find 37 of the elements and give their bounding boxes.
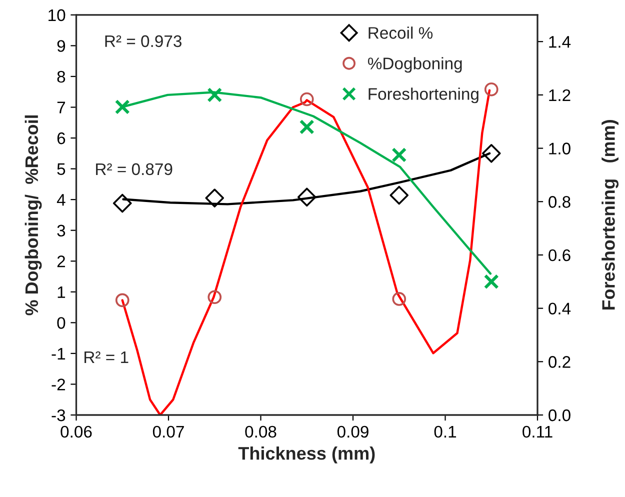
- y-tick-label: -1: [52, 348, 66, 360]
- y-tick-label: 5: [57, 163, 66, 175]
- legend-label: Foreshortening: [368, 88, 478, 104]
- x-tick-label: 0.07: [152, 426, 184, 438]
- y2-tick-label: 0.2: [548, 356, 570, 368]
- x-tick-label: 0.08: [245, 426, 276, 438]
- x-tick-label: 0.09: [337, 426, 368, 438]
- y-tick-label: 9: [57, 40, 66, 52]
- y-tick-label: 0: [57, 317, 66, 329]
- x-axis-title: Thickness (mm): [238, 446, 375, 464]
- y2-tick-label: 1.0: [549, 142, 570, 154]
- y-tick-label: 4: [56, 194, 66, 206]
- y2-tick-label: 1.4: [549, 36, 571, 48]
- y2-axis-title: Foreshortening (mm): [602, 120, 619, 310]
- x-tick-label: 0.1: [434, 426, 456, 438]
- x-tick-label: 0.11: [522, 426, 552, 438]
- y-tick-label: -3: [52, 409, 66, 422]
- y2-tick-label: 0.4: [548, 302, 571, 315]
- y-tick-label: 1: [58, 286, 66, 298]
- y-tick-label: -2: [52, 378, 65, 390]
- legend-label: Recoil %: [368, 26, 433, 39]
- x-tick-label: 0.06: [60, 426, 92, 438]
- y-axis-title: % Dogboning/ %Recoil: [24, 115, 42, 316]
- annotation: R² = 0.973: [105, 35, 182, 48]
- y2-tick-label: 0.8: [548, 196, 570, 208]
- y2-tick-label: 0.6: [548, 249, 570, 262]
- y-tick-label: 10: [48, 9, 66, 22]
- annotation: R² = 0.879: [96, 163, 172, 176]
- legend-label: %Dogboning: [368, 57, 462, 73]
- y-tick-label: 8: [57, 70, 66, 83]
- annotation: R² = 1: [84, 351, 128, 363]
- y2-tick-label: 1.2: [549, 89, 570, 101]
- y2-tick-label: 0.0: [548, 409, 570, 422]
- y-tick-label: 2: [57, 256, 65, 268]
- y-tick-label: 3: [57, 224, 66, 237]
- y-tick-label: 7: [57, 102, 65, 114]
- y-tick-label: 6: [57, 132, 66, 144]
